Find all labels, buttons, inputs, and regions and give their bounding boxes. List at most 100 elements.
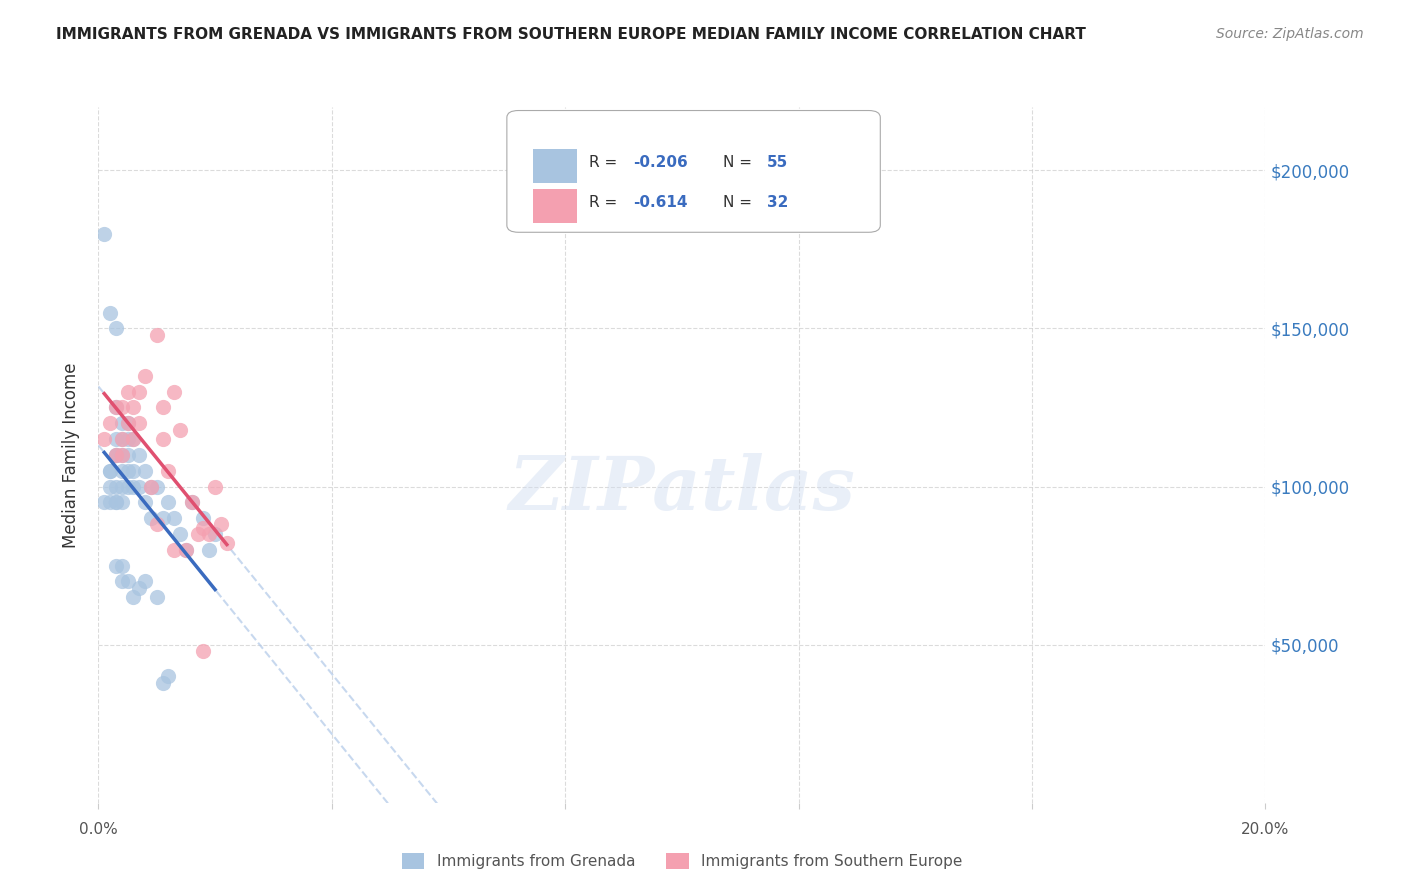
Point [98,464,121,478]
Text: ZIPatlas: ZIPatlas [509,453,855,526]
Point [163,511,186,525]
Point [104,401,127,415]
Point [98,495,121,509]
Point [117,417,139,431]
Point [134,495,156,509]
Point [104,558,127,573]
Point [198,527,221,541]
Point [104,448,127,462]
Point [134,368,156,383]
Point [193,511,215,525]
Point [128,581,150,595]
Point [134,574,156,589]
Point [93,495,115,509]
Point [111,401,134,415]
Point [157,464,180,478]
Point [98,305,121,319]
Point [139,479,162,493]
Point [174,542,197,557]
Point [209,517,232,532]
Point [139,479,162,493]
Point [146,517,169,532]
Y-axis label: Median Family Income: Median Family Income [62,362,80,548]
Point [174,542,197,557]
Point [169,527,191,541]
Point [152,511,174,525]
Point [117,384,139,399]
Point [146,327,169,342]
Point [104,448,127,462]
Bar [533,149,576,183]
Point [122,401,145,415]
Point [139,511,162,525]
Point [111,417,134,431]
Point [117,574,139,589]
Text: N =: N = [723,155,756,170]
Point [163,542,186,557]
Bar [533,189,576,223]
Point [152,675,174,690]
Point [104,448,127,462]
Point [193,644,215,658]
Point [146,479,169,493]
Point [111,479,134,493]
Point [104,401,127,415]
Point [204,479,226,493]
Point [104,495,127,509]
Point [98,479,121,493]
Text: N =: N = [723,195,756,211]
Point [111,432,134,446]
Point [104,479,127,493]
Point [193,521,215,535]
Text: 32: 32 [768,195,789,211]
FancyBboxPatch shape [506,111,880,232]
Text: R =: R = [589,155,621,170]
Point [128,479,150,493]
Point [111,574,134,589]
Point [152,432,174,446]
Point [122,432,145,446]
Point [122,464,145,478]
Point [98,464,121,478]
Point [117,479,139,493]
Text: 0.0%: 0.0% [79,822,118,837]
Text: Source: ZipAtlas.com: Source: ZipAtlas.com [1216,27,1364,41]
Point [180,495,202,509]
Point [104,321,127,335]
Point [187,527,209,541]
Point [111,432,134,446]
Point [104,495,127,509]
Point [93,227,115,241]
Point [122,432,145,446]
Point [169,423,191,437]
Point [204,527,226,541]
Point [111,495,134,509]
Text: -0.614: -0.614 [633,195,688,211]
Point [117,417,139,431]
Point [93,432,115,446]
Point [122,591,145,605]
Text: IMMIGRANTS FROM GRENADA VS IMMIGRANTS FROM SOUTHERN EUROPE MEDIAN FAMILY INCOME : IMMIGRANTS FROM GRENADA VS IMMIGRANTS FR… [56,27,1085,42]
Point [152,401,174,415]
Point [111,464,134,478]
Point [111,448,134,462]
Point [198,542,221,557]
Point [111,448,134,462]
Point [163,384,186,399]
Point [128,384,150,399]
Point [117,464,139,478]
Point [128,448,150,462]
Point [134,464,156,478]
Point [215,536,238,550]
Legend: Immigrants from Grenada, Immigrants from Southern Europe: Immigrants from Grenada, Immigrants from… [395,847,969,875]
Text: R =: R = [589,195,621,211]
Point [117,432,139,446]
Text: -0.206: -0.206 [633,155,688,170]
Point [157,495,180,509]
Point [180,495,202,509]
Point [157,669,180,683]
Point [128,417,150,431]
Point [98,417,121,431]
Text: 20.0%: 20.0% [1241,822,1289,837]
Point [111,558,134,573]
